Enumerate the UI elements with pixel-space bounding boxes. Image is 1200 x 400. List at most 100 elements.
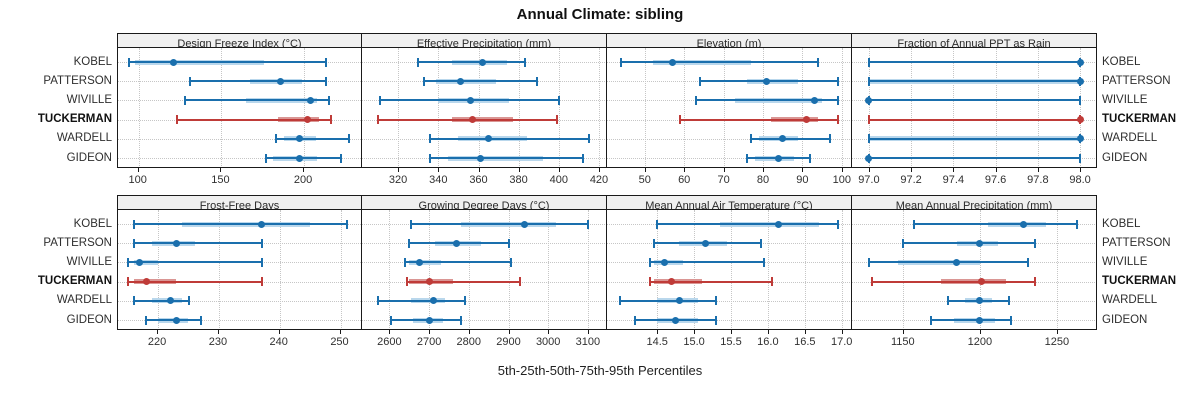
whisker-cap-high [260, 257, 263, 267]
median-dot [307, 96, 315, 104]
axis-tick [508, 330, 510, 334]
axis-tick-label: 98.0 [1069, 174, 1091, 186]
whisker-cap-low [423, 76, 426, 86]
station-label-left-tuckerman: TUCKERMAN [37, 113, 112, 126]
whisker-cap-low [126, 257, 129, 267]
axis-tick-label: 97.6 [984, 174, 1007, 186]
whisker-cap-high [339, 153, 342, 163]
station-label-left-wardell: WARDELL [56, 132, 112, 145]
axis-tick-label: 2900 [496, 336, 521, 348]
gridline-v [868, 48, 870, 167]
axis-tick-label: 3100 [575, 336, 601, 348]
range-line [424, 80, 537, 83]
axis-tick-label: 2700 [416, 336, 442, 348]
whisker-cap-high [463, 296, 466, 306]
whisker-cap-high [809, 153, 812, 163]
whisker-cap-high [345, 219, 348, 229]
station-label-left-wiville: WIVILLE [66, 93, 112, 106]
whisker-cap-low [746, 153, 749, 163]
median-dot [303, 116, 311, 124]
range-line [751, 137, 830, 140]
whisker-cap-high [1034, 238, 1037, 248]
gridline-v [644, 48, 646, 167]
axis-tick [1056, 330, 1058, 334]
axis-tick [953, 168, 955, 172]
whisker-cap-high [260, 277, 263, 287]
axis-tick [468, 330, 470, 334]
panel-design-freeze-index-c: Design Freeze Index (°C) 100 150 200 [117, 33, 362, 192]
axis-tick-label: 16.5 [794, 336, 816, 348]
axis-tick-label: 97.8 [1027, 174, 1049, 186]
gridline-v [684, 48, 686, 167]
gridline-v [508, 210, 510, 329]
gridline-v [138, 48, 140, 167]
whisker-cap-low [189, 76, 191, 86]
whisker-cap-high [327, 95, 330, 105]
axis-tick [694, 330, 696, 334]
axis-tick-label: 150 [211, 174, 230, 186]
gridline-v [804, 210, 806, 329]
range-line [872, 280, 1036, 283]
axis-tick [157, 330, 159, 334]
range-line [378, 118, 557, 121]
whisker-cap-low [132, 238, 135, 248]
whisker-cap-low [406, 277, 409, 287]
axis-tick [398, 168, 400, 172]
axis-tick-label: 2600 [377, 336, 402, 348]
median-dot [166, 297, 174, 305]
whisker-cap-high [759, 238, 762, 248]
median-dot [977, 278, 985, 286]
median-dot [661, 258, 669, 266]
axis-tick-label: 200 [293, 174, 313, 186]
median-dot [763, 77, 771, 85]
whisker-cap-low [377, 115, 380, 125]
range-line [266, 157, 341, 159]
median-dot [675, 297, 683, 305]
panel-strip: Growing Degree Days (°C) [362, 195, 607, 210]
range-line [430, 157, 583, 159]
whisker-cap-low [946, 296, 949, 306]
whisker-cap-low [410, 219, 413, 229]
station-label-left-kobel: KOBEL [73, 217, 112, 230]
axis-tick-label: 60 [678, 174, 691, 186]
panel-strip: Elevation (m) [607, 33, 852, 48]
panel-strip: Fraction of Annual PPT as Rain [852, 33, 1097, 48]
axis-tick [220, 168, 222, 172]
axis-tick-label: 2800 [456, 336, 482, 348]
range-line [176, 118, 331, 121]
axis-tick-label: 16.0 [757, 336, 779, 348]
axis-tick-label: 3000 [535, 336, 561, 348]
panel-frost-free-days: Frost-Free Days 220 230 240 250 [117, 195, 362, 354]
median-dot [469, 116, 476, 124]
whisker-cap-low [127, 57, 130, 67]
whisker-cap-high [1034, 277, 1037, 287]
gridline-v [763, 48, 764, 167]
axis-tick [841, 168, 843, 172]
median-dot [520, 220, 528, 228]
axis-tick [804, 330, 806, 334]
gridline-v [802, 48, 804, 167]
whisker-cap-high [715, 315, 718, 325]
range-line [133, 242, 262, 245]
median-dot [295, 154, 303, 162]
axis-tick-label: 17.0 [830, 336, 853, 348]
whisker-cap-low [867, 57, 870, 67]
axis-tick [902, 330, 904, 334]
panel-strip-title: Design Freeze Index (°C) [177, 38, 302, 48]
axis-tick [911, 168, 913, 172]
station-label-right-wardell: WARDELL [1102, 294, 1158, 307]
axis-tick-label: 360 [469, 174, 488, 186]
whisker-cap-low [912, 219, 915, 229]
whisker-cap-high [763, 257, 766, 267]
whisker-cap-low [620, 57, 623, 67]
whisker-cap-low [265, 153, 268, 163]
axis-tick [657, 330, 659, 334]
range-line [418, 61, 525, 63]
whisker-cap-low [648, 277, 651, 287]
whisker-cap-high [507, 238, 510, 248]
station-label-right-patterson: PATTERSON [1102, 236, 1171, 249]
whisker-cap-low [634, 315, 636, 325]
median-dot [976, 316, 984, 324]
station-label-left-wiville: WIVILLE [66, 255, 112, 268]
station-label-right-tuckerman: TUCKERMAN [1102, 275, 1177, 288]
